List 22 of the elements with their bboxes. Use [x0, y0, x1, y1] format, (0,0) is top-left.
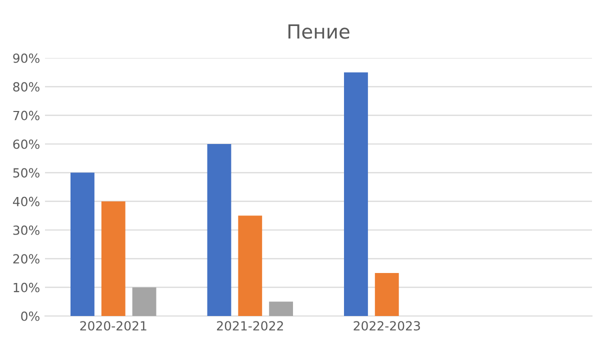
bar [70, 172, 94, 316]
x-tick-label: 2021-2022 [216, 321, 283, 331]
x-tick-label: 2020-2021 [80, 321, 146, 331]
y-tick-label: 70% [13, 110, 40, 120]
y-tick-label: 90% [13, 53, 40, 63]
y-tick-label: 0% [21, 311, 40, 321]
y-tick-label: 60% [13, 139, 40, 149]
x-tick-label: 2022-2023 [354, 321, 420, 331]
y-tick-label: 40% [12, 196, 40, 206]
y-tick-label: 10% [14, 282, 40, 292]
bar [238, 216, 262, 316]
chart-title: Пение [288, 24, 350, 39]
bar [132, 287, 156, 316]
bar [101, 201, 126, 316]
bar [269, 302, 293, 316]
y-tick-label: 20% [13, 254, 40, 264]
y-tick-label: 80% [13, 82, 40, 92]
bar [207, 144, 232, 316]
y-tick-label: 50% [13, 168, 40, 178]
y-tick-label: 30% [13, 225, 40, 235]
bar [374, 273, 399, 316]
bar [344, 72, 368, 316]
